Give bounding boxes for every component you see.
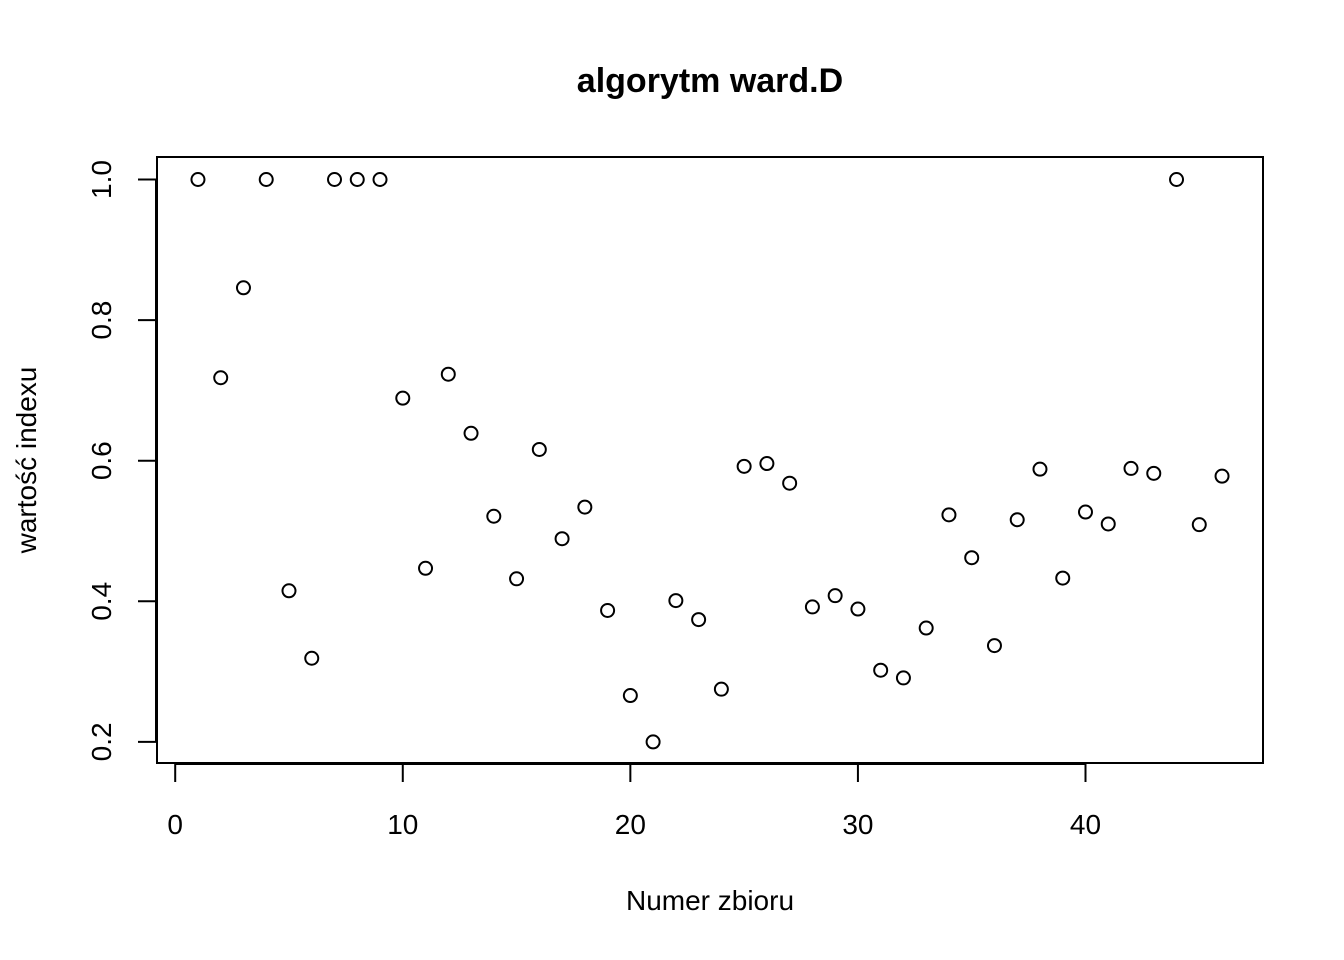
data-point bbox=[941, 507, 957, 523]
data-point bbox=[327, 171, 343, 187]
x-axis-label: Numer zbioru bbox=[626, 885, 794, 916]
data-point bbox=[304, 650, 320, 666]
y-tick-label: 1.0 bbox=[86, 160, 117, 199]
data-point bbox=[850, 601, 866, 617]
data-point bbox=[600, 602, 616, 618]
data-point bbox=[759, 456, 775, 472]
y-axis: 0.2 0.4 0.6 0.8 1.0 bbox=[86, 160, 157, 761]
data-point bbox=[213, 370, 229, 386]
data-point bbox=[804, 599, 820, 615]
data-point bbox=[1214, 468, 1230, 484]
data-point bbox=[713, 681, 729, 697]
data-point bbox=[782, 475, 798, 491]
data-points bbox=[190, 171, 1230, 750]
data-point bbox=[1146, 465, 1162, 481]
data-point bbox=[349, 171, 365, 187]
chart-title: algorytm ward.D bbox=[577, 62, 843, 100]
data-point bbox=[1169, 171, 1185, 187]
x-tick-label: 10 bbox=[387, 809, 418, 840]
data-point bbox=[190, 171, 206, 187]
data-point bbox=[463, 425, 479, 441]
data-point bbox=[873, 662, 889, 678]
y-tick-label: 0.4 bbox=[86, 582, 117, 621]
data-point bbox=[440, 366, 456, 382]
plot-frame bbox=[156, 156, 1264, 764]
data-point bbox=[235, 280, 251, 296]
data-point bbox=[964, 550, 980, 566]
data-point bbox=[827, 588, 843, 604]
data-point bbox=[1077, 504, 1093, 520]
x-tick-label: 30 bbox=[842, 809, 873, 840]
data-point bbox=[395, 390, 411, 406]
y-axis-label: wartość indexu bbox=[11, 367, 42, 555]
data-point bbox=[258, 171, 274, 187]
data-point bbox=[486, 508, 502, 524]
x-tick-label: 40 bbox=[1070, 809, 1101, 840]
x-axis: 0 10 20 30 40 bbox=[167, 763, 1101, 840]
data-point bbox=[1191, 517, 1207, 533]
data-point bbox=[918, 620, 934, 636]
data-point bbox=[645, 734, 661, 750]
data-point bbox=[281, 583, 297, 599]
data-point bbox=[986, 638, 1002, 654]
y-tick-label: 0.8 bbox=[86, 301, 117, 340]
data-point bbox=[1123, 460, 1139, 476]
y-tick-label: 0.6 bbox=[86, 441, 117, 480]
y-tick-label: 0.2 bbox=[86, 722, 117, 761]
data-point bbox=[1009, 512, 1025, 528]
data-point bbox=[622, 688, 638, 704]
data-point bbox=[509, 571, 525, 587]
data-point bbox=[1100, 516, 1116, 532]
data-point bbox=[895, 670, 911, 686]
x-tick-label: 20 bbox=[615, 809, 646, 840]
data-point bbox=[418, 560, 434, 576]
data-point bbox=[577, 499, 593, 515]
data-point bbox=[668, 593, 684, 609]
data-point bbox=[691, 612, 707, 628]
data-point bbox=[1032, 461, 1048, 477]
data-point bbox=[736, 458, 752, 474]
data-point bbox=[531, 441, 547, 457]
data-point bbox=[372, 171, 388, 187]
data-point bbox=[554, 531, 570, 547]
x-tick-label: 0 bbox=[167, 809, 183, 840]
data-point bbox=[1055, 570, 1071, 586]
